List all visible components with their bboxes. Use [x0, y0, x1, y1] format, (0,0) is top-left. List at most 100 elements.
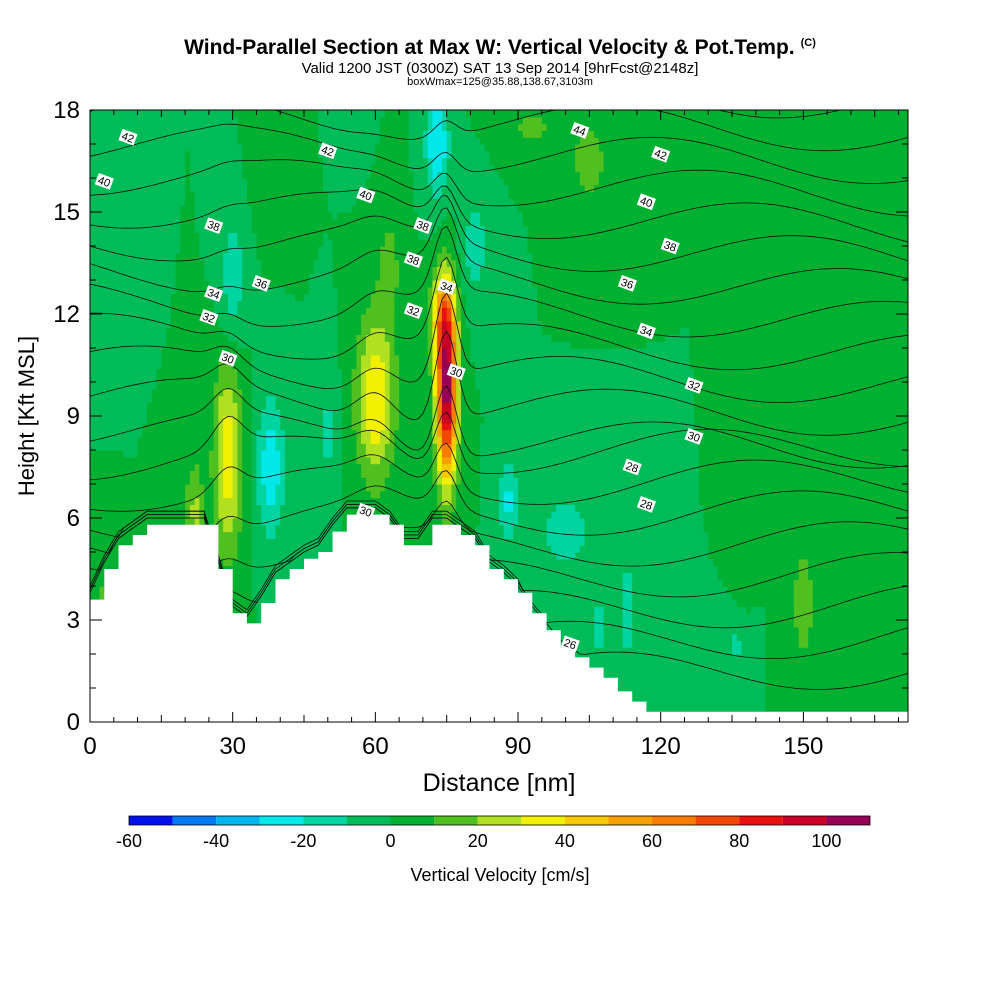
velocity-cell	[846, 654, 852, 662]
velocity-cell	[746, 565, 752, 573]
velocity-cell	[613, 538, 619, 546]
velocity-cell	[732, 647, 738, 655]
velocity-cell	[636, 552, 643, 560]
velocity-cell	[884, 681, 890, 689]
velocity-cell	[589, 599, 595, 607]
velocity-cell	[708, 613, 714, 621]
velocity-cell	[608, 531, 614, 539]
velocity-cell	[589, 626, 595, 635]
velocity-cell	[565, 545, 571, 553]
velocity-cell	[665, 558, 671, 567]
velocity-cell	[679, 606, 686, 614]
velocity-cell	[803, 565, 809, 573]
velocity-cell	[674, 524, 681, 533]
velocity-cell	[670, 545, 676, 553]
velocity-cell	[537, 552, 543, 560]
velocity-cell	[784, 579, 790, 587]
velocity-cell	[251, 552, 258, 560]
velocity-cell	[670, 531, 676, 539]
velocity-cell	[798, 552, 804, 560]
velocity-cell	[846, 606, 852, 614]
velocity-cell	[869, 565, 876, 573]
velocity-cell	[693, 545, 700, 553]
velocity-cell	[679, 654, 686, 662]
velocity-cell	[774, 586, 781, 594]
velocity-cell	[608, 565, 614, 573]
velocity-cell	[865, 647, 871, 655]
velocity-cell	[556, 558, 562, 567]
velocity-cell	[812, 626, 819, 635]
velocity-cell	[527, 565, 533, 573]
velocity-cell	[622, 626, 629, 635]
velocity-cell	[655, 579, 662, 587]
velocity-cell	[808, 654, 814, 662]
velocity-cell	[727, 647, 733, 655]
velocity-cell	[827, 579, 833, 587]
velocity-cell	[717, 524, 724, 533]
velocity-cell	[741, 565, 747, 573]
velocity-cell	[646, 660, 652, 669]
velocity-cell	[594, 613, 600, 621]
velocity-cell	[513, 545, 519, 553]
velocity-cell	[94, 531, 101, 539]
velocity-cell	[827, 633, 833, 641]
velocity-cell	[803, 674, 809, 682]
velocity-cell	[584, 586, 590, 594]
velocity-cell	[237, 538, 243, 546]
velocity-cell	[275, 545, 281, 553]
velocity-cell	[598, 524, 605, 533]
velocity-cell	[860, 558, 866, 567]
velocity-cell	[770, 613, 776, 621]
velocity-cell	[817, 640, 823, 648]
velocity-cell	[713, 633, 719, 641]
velocity-cell	[679, 572, 686, 580]
velocity-cell	[746, 606, 752, 614]
velocity-cell	[575, 524, 581, 533]
velocity-cell	[579, 626, 586, 635]
velocity-cell	[475, 524, 481, 533]
velocity-cell	[893, 688, 900, 696]
velocity-cell	[299, 524, 305, 533]
velocity-cell	[280, 538, 286, 546]
velocity-cell	[632, 552, 638, 560]
velocity-cell	[869, 558, 876, 567]
velocity-cell	[632, 694, 638, 703]
velocity-cell	[698, 681, 705, 689]
velocity-cell	[703, 579, 709, 587]
velocity-cell	[232, 606, 239, 614]
velocity-cell	[717, 538, 724, 546]
velocity-cell	[760, 667, 766, 675]
velocity-cell	[575, 613, 581, 621]
velocity-cell	[850, 647, 857, 655]
velocity-cell	[641, 579, 648, 587]
velocity-cell	[651, 572, 657, 580]
velocity-cell	[793, 674, 800, 682]
velocity-cell	[817, 599, 823, 607]
velocity-cell	[665, 572, 671, 580]
velocity-cell	[827, 681, 833, 689]
velocity-cell	[722, 694, 728, 703]
velocity-cell	[869, 694, 876, 703]
velocity-cell	[218, 524, 224, 533]
velocity-cell	[784, 531, 790, 539]
velocity-cell	[603, 640, 609, 648]
velocity-cell	[698, 599, 705, 607]
velocity-cell	[789, 688, 795, 696]
velocity-cell	[627, 538, 633, 546]
velocity-cell	[760, 633, 766, 641]
velocity-cell	[275, 524, 281, 533]
velocity-cell	[660, 667, 667, 675]
velocity-cell	[265, 592, 272, 601]
velocity-cell	[703, 694, 709, 703]
velocity-cell	[698, 688, 705, 696]
velocity-cell	[660, 524, 667, 533]
velocity-cell	[789, 647, 795, 655]
velocity-cell	[903, 640, 908, 648]
velocity-cell	[888, 633, 895, 641]
velocity-cell	[789, 660, 795, 669]
velocity-cell	[860, 538, 866, 546]
velocity-cell	[265, 572, 272, 580]
velocity-cell	[879, 572, 885, 580]
velocity-cell	[627, 647, 633, 655]
velocity-cell	[874, 524, 881, 533]
